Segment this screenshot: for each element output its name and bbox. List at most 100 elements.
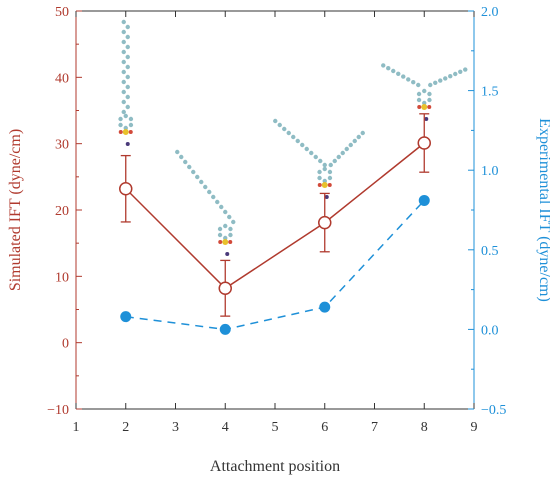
atom [179,154,184,160]
sodium-atom [125,142,130,146]
y-right-tick-label: −0.5 [481,403,506,418]
atom [295,138,300,144]
axes: 1 2 3 4 5 6 7 8 9 −10 0 10 20 30 40 50 −0.5 0.0 0.5 1.0 1.5 2… [47,5,506,435]
oxygen-atom [218,240,223,244]
sulfur-atom [321,182,328,188]
atom [191,169,196,175]
ring-atom [416,97,422,103]
atom [282,126,287,132]
atom [313,154,318,160]
atom [406,77,411,82]
atom [277,122,282,128]
ring-atom [422,88,427,94]
atom [304,146,309,152]
atom [125,64,130,70]
y-left-tick-label: 10 [55,270,69,285]
atom [125,44,130,50]
simulated-ift-point [318,215,332,230]
simulated-ift-line [125,142,425,290]
atom [300,142,305,148]
y-right-tick-label: 0.5 [481,244,499,259]
molecule-structures [118,19,468,256]
x-tick-label: 2 [122,420,129,435]
atom [428,82,433,88]
atom [448,74,453,79]
atom [121,89,126,95]
ring-atom [128,116,134,122]
x-tick-label: 4 [222,420,229,435]
experimental-ift-point [418,194,430,206]
atom [125,104,130,110]
atom [215,199,220,205]
atom [453,71,458,77]
sulfur-atom [421,104,428,110]
ring-atom [123,125,128,131]
oxygen-atom [417,105,422,109]
molecule-structure-2 [175,149,236,256]
y-right-tick-label: 1.0 [481,164,499,179]
oxygen-atom [128,130,133,134]
ring-atom [327,169,333,175]
ring-atom [223,223,228,229]
experimental-ift-point [219,323,231,335]
x-tick-label: 1 [73,420,80,435]
simulated-ift-point [417,136,431,150]
y-right-tick-label: 0.0 [481,323,499,338]
simulated-ift-point [218,281,232,296]
x-tick-label: 5 [272,420,279,435]
atom [332,158,337,164]
x-tick-label: 8 [421,420,428,435]
atom [401,74,406,79]
y-right-tick-label: 1.5 [481,85,499,100]
experimental-ift-point [319,301,331,313]
atom [121,19,126,25]
atom [309,150,314,156]
x-tick-label: 6 [321,420,328,435]
ring-atom [327,175,333,181]
atom [121,49,126,55]
ring-atom [228,226,233,232]
simulated-ift-point [119,182,133,196]
atom [203,184,208,190]
oxygen-atom [317,183,322,187]
atom [207,189,212,195]
y-left-tick-label: 30 [55,138,69,153]
molecule-structure-1 [118,19,134,146]
sodium-atom [324,195,329,199]
atom [360,130,365,136]
atom [125,94,130,100]
atom [121,59,126,65]
y-right-axis-title: Experimental IFT (dyne/cm) [536,118,550,302]
atom [322,162,327,168]
oxygen-atom [327,183,332,187]
atom [227,214,232,220]
atom [219,204,224,210]
atom [348,142,353,148]
atom [231,219,236,225]
sodium-atom [225,252,230,256]
atom [356,134,361,140]
atom [433,80,438,86]
atom [187,164,192,170]
atom [211,194,216,200]
atom [443,76,448,81]
atom [273,118,278,124]
x-tick-label: 3 [172,420,179,435]
ring-atom [427,97,432,103]
atom [223,209,228,215]
atom [381,63,386,68]
sodium-atom [424,117,429,121]
molecule-structure-3 [273,118,365,199]
ring-atom [317,169,322,175]
x-axis-title: Attachment position [210,458,340,475]
atom [121,39,126,45]
ring-atom [322,166,327,172]
y-left-tick-label: 40 [55,71,69,86]
x-tick-label: 7 [371,420,378,435]
atom [318,158,323,164]
ring-atom [223,235,228,241]
ring-atom [217,232,223,238]
oxygen-atom [228,240,233,244]
y-left-tick-label: −10 [47,403,69,418]
y-left-tick-label: 50 [55,5,69,20]
